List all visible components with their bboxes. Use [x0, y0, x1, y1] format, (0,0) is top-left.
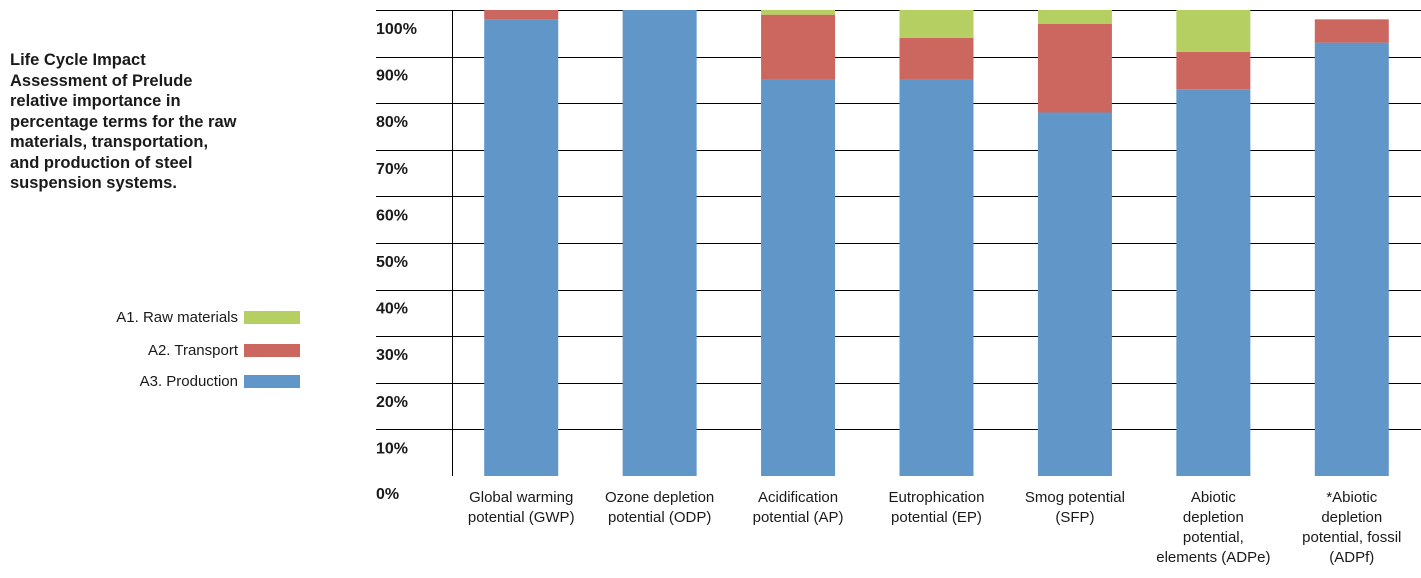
x-tick-label: *Abiotic depletion potential, fossil (ADPf): [1302, 489, 1401, 566]
legend-swatch-production: [244, 374, 300, 388]
bar-transport: [484, 10, 559, 20]
legend-label: A1. Raw materials: [116, 308, 238, 326]
y-tick-label: 90%: [376, 68, 408, 85]
y-tick-label: 10%: [376, 440, 408, 457]
bar-production: [1314, 42, 1389, 477]
legend-swatch-raw-materials: [244, 310, 300, 324]
y-tick-label: 80%: [376, 114, 408, 131]
legend-item-raw-materials: A1. Raw materials: [116, 307, 300, 327]
y-tick-label: 60%: [376, 207, 408, 224]
chart-title-line: Assessment of Prelude: [10, 71, 193, 90]
bar-transport: [1037, 23, 1112, 113]
legend-swatch-transport: [244, 343, 300, 357]
x-tick-label: Global warming potential (GWP): [468, 489, 575, 526]
y-tick-label: 30%: [376, 347, 408, 364]
x-tick-label: Smog potential (SFP): [1025, 489, 1125, 526]
y-tick-label: 0%: [376, 486, 399, 503]
legend-item-production: A3. Production: [140, 371, 300, 391]
y-tick-label: 70%: [376, 161, 408, 178]
legend-label: A3. Production: [139, 372, 238, 390]
chart-title-line: and production of steel: [10, 153, 193, 172]
chart-title-line: percentage terms for the raw: [10, 112, 237, 131]
bar-production: [622, 10, 697, 476]
chart-title-line: materials, transportation,: [10, 133, 209, 151]
bar-raw_materials: [761, 10, 836, 15]
x-tick-label: Abiotic depletion potential, elements (ADPe…: [1156, 489, 1270, 566]
bar-production: [899, 79, 974, 477]
x-tick-label: Eutrophication potential (EP): [889, 489, 985, 526]
bar-production: [761, 79, 836, 477]
y-tick-label: 20%: [376, 394, 408, 411]
chart-title: Life Cycle Impact Assessment of Prelude …: [10, 50, 310, 194]
bar-production: [484, 19, 559, 476]
bar-raw_materials: [899, 10, 974, 38]
bar-raw_materials: [1037, 10, 1112, 24]
bar-transport: [899, 37, 974, 80]
y-tick-label: 50%: [376, 254, 408, 271]
bar-transport: [1314, 19, 1389, 43]
y-tick-label: 100%: [376, 21, 417, 38]
legend-label: A2. Transport: [147, 341, 238, 359]
bar-production: [1037, 112, 1112, 477]
chart-title-line: relative importance in: [10, 92, 181, 110]
x-tick-label: Acidification potential (AP): [753, 489, 844, 526]
bar-transport: [1176, 51, 1251, 90]
chart-title-line: Life Cycle Impact: [10, 51, 146, 69]
bar-raw_materials: [1176, 10, 1251, 52]
legend-item-transport: A2. Transport: [148, 340, 300, 360]
bar-transport: [761, 14, 836, 80]
chart-title-line: suspension systems.: [10, 174, 177, 192]
x-tick-label: Ozone depletion potential (ODP): [605, 489, 714, 526]
bar-production: [1176, 89, 1251, 476]
y-tick-label: 40%: [376, 301, 408, 318]
